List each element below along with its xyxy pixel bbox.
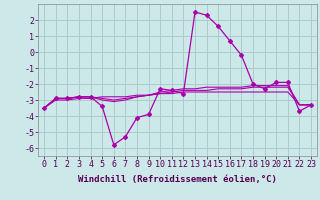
X-axis label: Windchill (Refroidissement éolien,°C): Windchill (Refroidissement éolien,°C) bbox=[78, 175, 277, 184]
